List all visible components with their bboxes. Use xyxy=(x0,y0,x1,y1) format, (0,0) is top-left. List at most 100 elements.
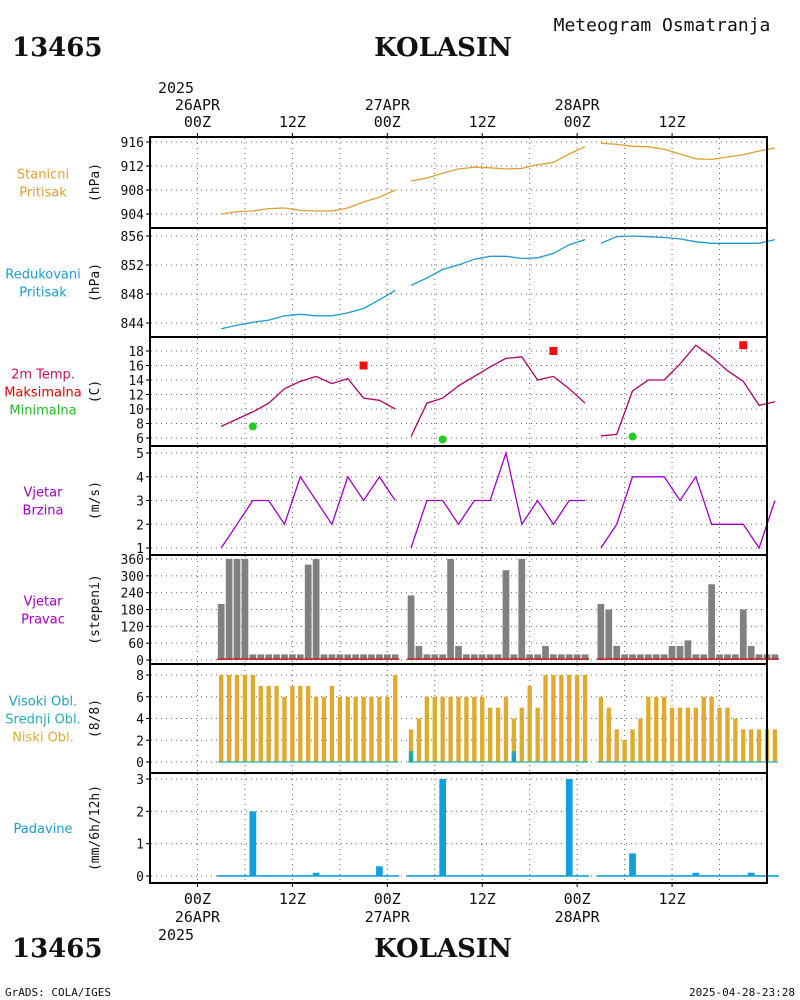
hour-label-bottom: 00Z xyxy=(184,890,211,908)
date-label-bottom: 26APR xyxy=(175,908,221,926)
low-cloud-bar xyxy=(551,675,556,762)
y-tick-label: 0 xyxy=(136,654,144,669)
y-tick-label: 1 xyxy=(136,838,144,853)
low-cloud-bar xyxy=(456,696,461,762)
product-title: Meteogram Osmatranja xyxy=(554,15,771,36)
y-tick-label: 16 xyxy=(128,360,144,375)
wind-direction-bar xyxy=(494,654,502,660)
low-cloud-bar xyxy=(353,696,358,762)
low-cloud-bar xyxy=(582,675,588,762)
hour-label-top: 12Z xyxy=(279,113,306,131)
low-cloud-bar xyxy=(258,685,263,762)
low-cloud-bar xyxy=(527,685,532,762)
low-cloud-bar xyxy=(480,696,485,762)
low-cloud-bar xyxy=(519,707,524,762)
low-cloud-bar xyxy=(321,696,327,762)
low-cloud-bar xyxy=(306,685,311,762)
low-cloud-bar xyxy=(677,707,683,762)
low-cloud-bar xyxy=(274,685,279,762)
wind-direction-bar xyxy=(755,654,763,660)
y-tick-label: 1 xyxy=(136,542,144,557)
low-cloud-bar xyxy=(385,696,390,762)
wind-direction-bar xyxy=(376,654,383,660)
wind-direction-bar xyxy=(597,603,605,660)
wind-direction-bar xyxy=(352,654,360,660)
y-axis-unit: (stepeni) xyxy=(88,574,103,644)
temperature-line xyxy=(600,344,776,437)
date-label-top: 28APR xyxy=(555,96,601,114)
wind-direction-bar xyxy=(336,654,344,660)
low-cloud-bar xyxy=(630,729,635,762)
precip-bar xyxy=(376,866,383,876)
low-cloud-bar xyxy=(408,729,414,762)
wind-direction-bar xyxy=(455,645,462,660)
render-timestamp: 2025-04-28-23:28 xyxy=(689,986,795,999)
station-name-bottom: KOLASIN xyxy=(374,934,512,964)
station-id-top: 13465 xyxy=(12,33,102,63)
min-temp-marker xyxy=(248,422,257,431)
panel-label-pressure: Stanicni xyxy=(17,168,69,183)
hour-label-bottom: 12Z xyxy=(279,890,306,908)
wind-direction-bar xyxy=(573,654,581,660)
wind-direction-bar xyxy=(439,654,447,660)
precip-bar xyxy=(629,853,636,876)
hour-label-bottom: 12Z xyxy=(659,890,686,908)
low-cloud-bar xyxy=(503,696,509,762)
y-tick-label: 852 xyxy=(121,259,144,274)
wind-direction-bar xyxy=(692,654,700,660)
low-cloud-bar xyxy=(701,696,706,762)
low-cloud-bar xyxy=(654,696,659,762)
reduced-pressure-line xyxy=(600,235,776,244)
wind-direction-bar xyxy=(225,559,233,660)
wind-direction-bar xyxy=(534,654,541,660)
reduced-pressure-line xyxy=(410,238,586,286)
wind-direction-bar xyxy=(431,654,439,660)
low-cloud-bar xyxy=(361,696,366,762)
temperature-line xyxy=(410,356,586,437)
precip-bar xyxy=(249,811,257,876)
precip-bar xyxy=(692,872,700,876)
wind-direction-bar xyxy=(273,654,280,660)
low-cloud-bar xyxy=(559,675,564,762)
panel-label-pressure: Pritisak xyxy=(19,186,67,201)
low-cloud-bar xyxy=(772,729,778,762)
wind-direction-bar xyxy=(328,654,336,660)
y-tick-label: 6 xyxy=(136,432,144,447)
y-axis-unit: (hPa) xyxy=(88,163,103,202)
wind-direction-bar xyxy=(415,645,423,660)
station-pressure-line xyxy=(221,189,396,215)
y-tick-label: 856 xyxy=(121,230,144,245)
y-axis-unit: (mm/6h/12h) xyxy=(88,785,103,871)
low-cloud-bar xyxy=(495,707,501,762)
year-label-bottom: 2025 xyxy=(158,926,194,944)
y-tick-label: 10 xyxy=(128,403,144,418)
low-cloud-bar xyxy=(487,707,493,762)
panel-label-clouds: Visoki Obl. xyxy=(9,695,77,710)
panel-label-reduced: Redukovani xyxy=(5,268,80,283)
hour-label-top: 00Z xyxy=(374,113,401,131)
year-label-top: 2025 xyxy=(158,79,194,97)
y-tick-label: 60 xyxy=(128,637,144,652)
hour-label-bottom: 00Z xyxy=(564,890,591,908)
y-axis-unit: (m/s) xyxy=(88,481,103,520)
hour-label-bottom: 00Z xyxy=(374,890,401,908)
date-label-bottom: 27APR xyxy=(365,908,411,926)
y-tick-label: 908 xyxy=(121,184,144,199)
panel-label-wind_dir: Pravac xyxy=(21,613,65,628)
y-tick-label: 120 xyxy=(121,620,144,635)
wind-direction-bar xyxy=(486,654,494,660)
panel-label-wind_speed: Vjetar xyxy=(24,486,64,501)
wind-direction-bar xyxy=(383,654,391,660)
hour-label-top: 00Z xyxy=(184,113,211,131)
station-name-top: KOLASIN xyxy=(374,33,512,63)
y-tick-label: 360 xyxy=(121,553,144,568)
wind-direction-bar xyxy=(502,570,510,660)
panel-label-clouds: Srednji Obl. xyxy=(5,713,80,728)
wind-direction-bar xyxy=(676,645,684,660)
wind-direction-bar xyxy=(407,595,415,660)
wind-direction-bar xyxy=(660,654,668,660)
wind-direction-bar xyxy=(747,645,755,660)
y-tick-label: 3 xyxy=(136,495,144,510)
low-cloud-bar xyxy=(298,685,303,762)
low-cloud-bar xyxy=(661,696,667,762)
